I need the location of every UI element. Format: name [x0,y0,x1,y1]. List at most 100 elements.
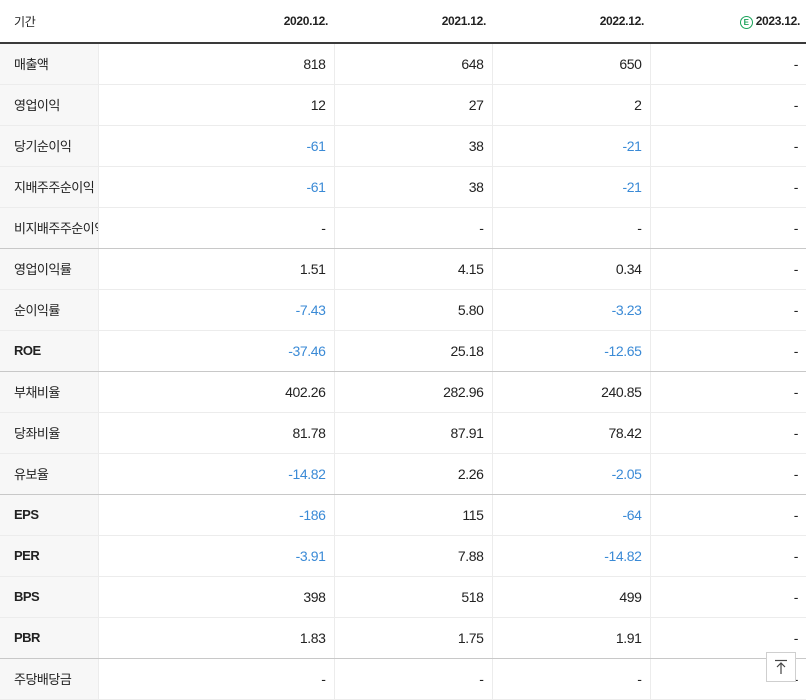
row-label: EPS [0,494,98,536]
value-cell: 25.18 [333,330,492,372]
value-cell: - [333,658,492,700]
row-label: 주당배당금 [0,658,98,700]
value-cell: -3.23 [491,289,650,331]
value-cell: 518 [333,576,492,618]
row-label: BPS [0,576,98,618]
value-cell: 818 [97,43,334,85]
value-cell: 115 [333,494,492,536]
value-cell: - [649,248,806,290]
value-cell: 2 [491,84,650,126]
value-cell: 38 [333,166,492,208]
period-header-2023-label: 2023.12. [755,13,801,28]
value-cell: -37.46 [97,330,334,372]
row-label: 유보율 [0,453,98,495]
value-cell: - [649,453,806,495]
estimate-icon: E [739,15,753,29]
value-cell: - [491,207,650,249]
value-cell: - [649,289,806,331]
value-cell: -186 [97,494,334,536]
value-cell: - [97,658,334,700]
value-cell: 2.26 [333,453,492,495]
table-row: 지배주주순이익 -61 38 -21- [0,166,806,208]
row-label: 당기순이익 [0,125,98,167]
value-cell: -61 [97,125,334,167]
period-header-2023-estimate: E 2023.12. [650,0,806,44]
value-cell: 650 [491,43,650,85]
table-row: 영업이익 12 27 2- [0,84,806,126]
value-cell: 1.51 [97,248,334,290]
value-cell: - [649,125,806,167]
value-cell: 398 [97,576,334,618]
value-cell: -2.05 [491,453,650,495]
value-cell: 81.78 [97,412,334,454]
table-row: 당기순이익 -61 38 -21- [0,125,806,167]
value-cell: - [649,617,806,659]
value-cell: - [649,43,806,85]
table-row: PBR 1.83 1.75 1.91- [0,617,806,659]
table-row: ROE -37.46 25.18 -12.65- [0,330,806,372]
value-cell: -21 [491,125,650,167]
value-cell: 499 [491,576,650,618]
value-cell: 7.88 [333,535,492,577]
value-cell: 282.96 [333,371,492,413]
period-header-2020: 2020.12. [98,0,334,44]
value-cell: - [649,84,806,126]
value-cell: - [649,494,806,536]
value-cell: - [649,166,806,208]
table-row: 매출액 818 648 650- [0,43,806,85]
value-cell: 4.15 [333,248,492,290]
table-body: 매출액 818 648 650- 영업이익 12 27 2- 당기순이익 -61 38 -21- 지배주… [0,43,806,700]
value-cell: - [649,207,806,249]
row-label: 매출액 [0,43,98,85]
value-cell: - [649,535,806,577]
row-label: ROE [0,330,98,372]
value-cell: 38 [333,125,492,167]
value-cell: 402.26 [97,371,334,413]
value-cell: 87.91 [333,412,492,454]
value-cell: -3.91 [97,535,334,577]
row-label: 지배주주순이익 [0,166,98,208]
value-cell: - [649,412,806,454]
row-label: 순이익률 [0,289,98,331]
value-cell: -61 [97,166,334,208]
value-cell: 0.34 [491,248,650,290]
table-row: EPS -186 115 -64- [0,494,806,536]
row-label: PBR [0,617,98,659]
table-row: 비지배주주순이익 - - - - [0,207,806,249]
table-row: 당좌비율 81.78 87.91 78.42- [0,412,806,454]
row-label: 영업이익률 [0,248,98,290]
value-cell: 1.91 [491,617,650,659]
period-header-2022: 2022.12. [492,0,650,44]
value-cell: 12 [97,84,334,126]
value-cell: -14.82 [491,535,650,577]
value-cell: - [649,371,806,413]
value-cell: 1.83 [97,617,334,659]
value-cell: - [491,658,650,700]
value-cell: - [333,207,492,249]
value-cell: 1.75 [333,617,492,659]
value-cell: -21 [491,166,650,208]
table-header: 기간 2020.12. 2021.12. 2022.12. E 2023.12. [0,0,806,44]
value-cell: 648 [333,43,492,85]
value-cell: -7.43 [97,289,334,331]
period-header-label: 기간 [0,0,98,44]
header-row: 기간 2020.12. 2021.12. 2022.12. E 2023.12. [0,0,806,44]
value-cell: 78.42 [491,412,650,454]
value-cell: 240.85 [491,371,650,413]
arrow-up-icon [775,659,787,674]
table-row: 순이익률 -7.43 5.80 -3.23- [0,289,806,331]
value-cell: -14.82 [97,453,334,495]
table-row: 부채비율 402.26 282.96 240.85- [0,371,806,413]
value-cell: - [649,330,806,372]
row-label: 영업이익 [0,84,98,126]
row-label: 부채비율 [0,371,98,413]
table-row: 주당배당금---- [0,658,806,700]
value-cell: 5.80 [333,289,492,331]
table-row: 유보율 -14.82 2.26 -2.05- [0,453,806,495]
value-cell: -64 [491,494,650,536]
period-header-2021: 2021.12. [334,0,492,44]
value-cell: - [97,207,334,249]
value-cell: 27 [333,84,492,126]
scroll-to-top-button[interactable] [766,652,796,682]
